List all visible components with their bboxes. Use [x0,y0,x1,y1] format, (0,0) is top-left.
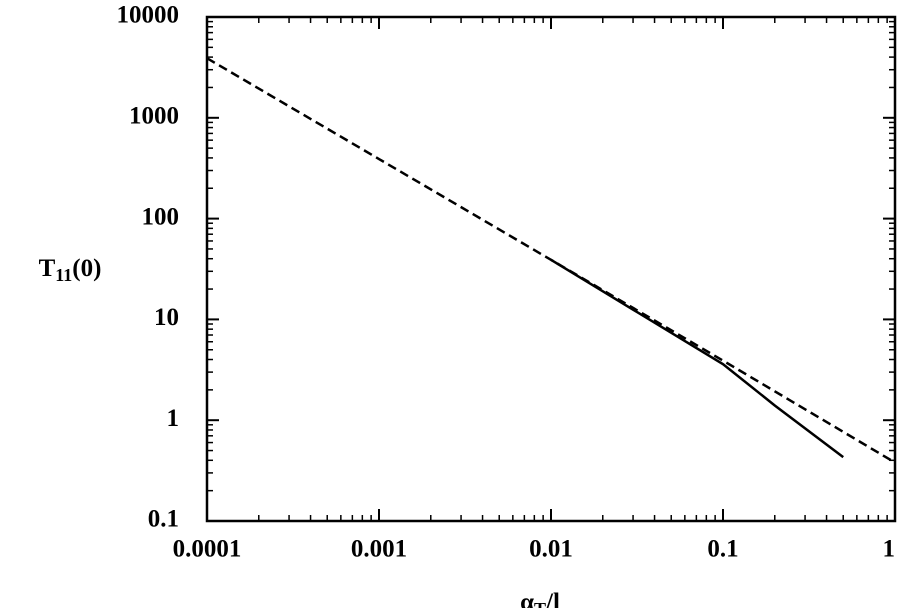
x-tick-label: 0.1 [707,536,738,563]
plot-frame [205,15,897,523]
y-tick-label: 1 [167,405,180,432]
y-label-main: T [39,255,56,282]
y-axis-label: T11(0) [39,255,102,285]
y-label-sub: 11 [55,265,72,285]
x-tick-label: 1 [883,536,896,563]
y-tick-label: 100 [142,203,180,230]
x-label-main: α [520,589,534,608]
x-tick-label: 0.001 [351,536,407,563]
x-label-sub: T [534,599,546,608]
y-label-tail: (0) [72,255,101,282]
x-tick-label: 0.0001 [173,536,242,563]
x-axis-label: αT/l [520,589,560,608]
x-label-tail: /l [545,589,560,608]
y-tick-label: 10000 [117,2,180,29]
x-tick-label: 0.01 [529,536,573,563]
y-tick-label: 1000 [129,103,179,130]
y-tick-label: 0.1 [148,506,179,533]
y-tick-label: 10 [154,304,179,331]
solid-line [550,258,844,459]
